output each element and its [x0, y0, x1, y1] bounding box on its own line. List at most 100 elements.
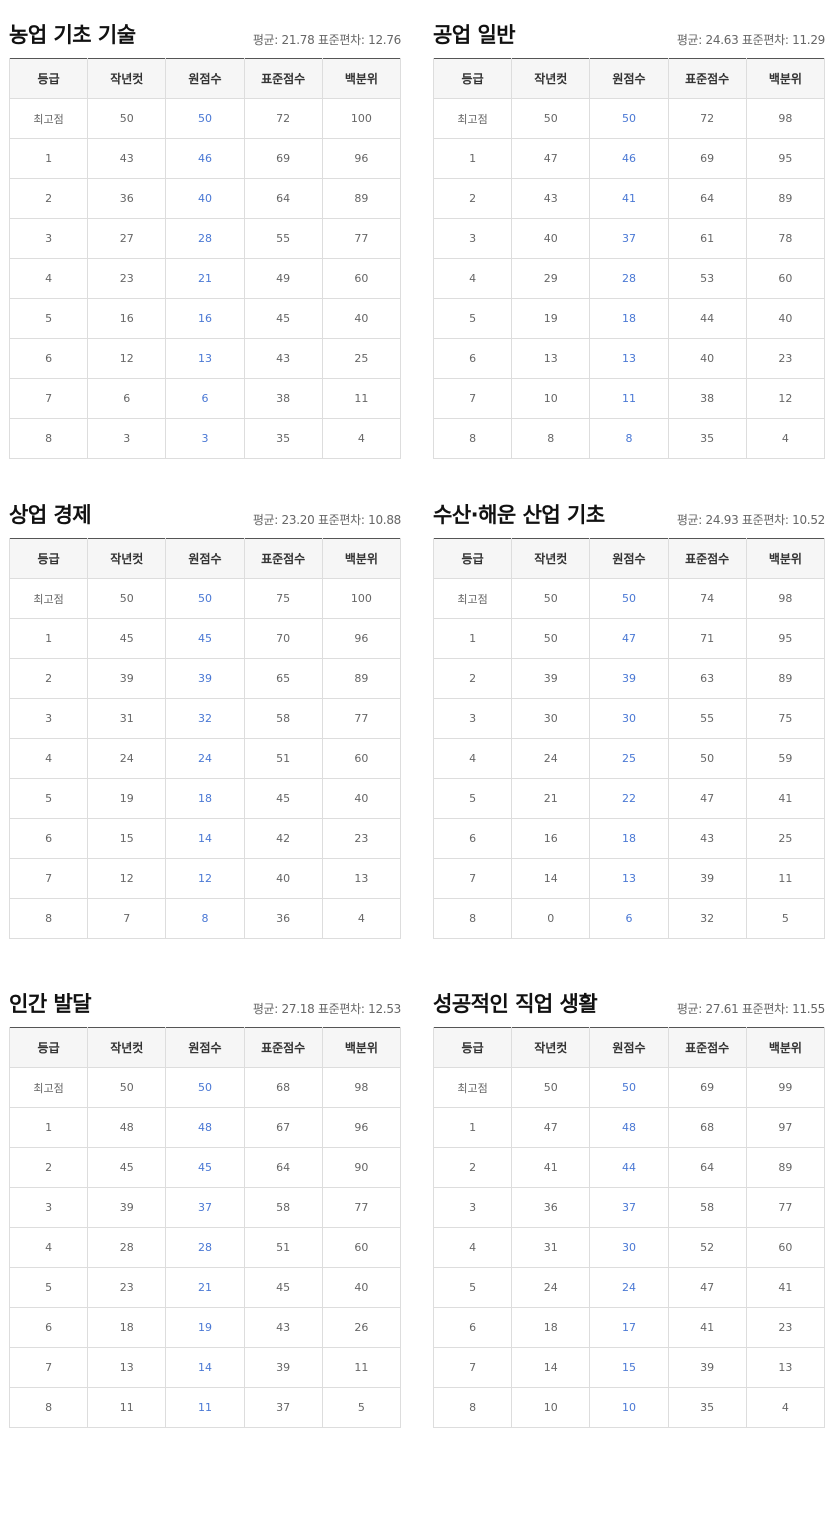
table-cell: 40 [165, 178, 245, 219]
panel-header: 인간 발달 평균: 27.18 표준편차: 12.53 [9, 969, 401, 1027]
table-cell: 8 [589, 418, 669, 459]
table-cell: 13 [745, 1347, 826, 1388]
table-row: 8 10 10 35 4 [432, 1387, 826, 1428]
table-cell: 77 [321, 218, 402, 259]
table-cell: 8 [432, 1387, 513, 1428]
table-cell: 69 [243, 138, 323, 179]
table-row: 8 11 11 37 5 [8, 1387, 402, 1428]
table-cell: 14 [511, 858, 591, 899]
table-cell: 97 [745, 1107, 826, 1148]
table-row: 5 19 18 45 40 [8, 778, 402, 819]
table-cell: 48 [589, 1107, 669, 1148]
column-header: 백분위 [745, 58, 826, 99]
table-cell: 41 [745, 1267, 826, 1308]
table-cell: 89 [321, 178, 402, 219]
table-row: 5 21 22 47 41 [432, 778, 826, 819]
table-row: 5 19 18 44 40 [432, 298, 826, 339]
table-cell: 50 [165, 98, 245, 139]
table-cell: 2 [432, 178, 513, 219]
column-header: 표준점수 [667, 1027, 747, 1068]
table-cell: 60 [321, 738, 402, 779]
table-row: 최고점 50 50 75 100 [8, 578, 402, 619]
table-cell: 23 [87, 1267, 167, 1308]
table-cell: 17 [589, 1307, 669, 1348]
table-cell: 43 [243, 338, 323, 379]
table-cell: 4 [745, 1387, 826, 1428]
table-cell: 65 [243, 658, 323, 699]
table-cell: 47 [667, 1267, 747, 1308]
table-cell: 7 [432, 858, 513, 899]
subject-panel: 수산·해운 산업 기초 평균: 24.93 표준편차: 10.52 등급 작년컷 원점수… [432, 480, 826, 939]
table-cell: 최고점 [432, 98, 513, 139]
subject-title: 공업 일반 [433, 23, 516, 47]
table-row: 5 16 16 45 40 [8, 298, 402, 339]
table-cell: 42 [243, 818, 323, 859]
table-cell: 36 [87, 178, 167, 219]
table-row: 7 14 15 39 13 [432, 1347, 826, 1388]
table-cell: 최고점 [432, 578, 513, 619]
table-cell: 96 [321, 138, 402, 179]
table-cell: 100 [321, 98, 402, 139]
table-cell: 39 [667, 1347, 747, 1388]
table-cell: 63 [667, 658, 747, 699]
table-cell: 77 [321, 1187, 402, 1228]
table-row: 1 43 46 69 96 [8, 138, 402, 179]
table-cell: 67 [243, 1107, 323, 1148]
table-cell: 1 [8, 1107, 89, 1148]
table-row: 2 39 39 65 89 [8, 658, 402, 699]
table-cell: 58 [243, 698, 323, 739]
table-cell: 6 [432, 818, 513, 859]
table-cell: 23 [745, 338, 826, 379]
table-cell: 40 [321, 778, 402, 819]
table-row: 4 23 21 49 60 [8, 258, 402, 299]
table-cell: 89 [321, 658, 402, 699]
table-row: 최고점 50 50 74 98 [432, 578, 826, 619]
table-row: 6 12 13 43 25 [8, 338, 402, 379]
table-cell: 39 [165, 658, 245, 699]
table-cell: 50 [87, 1067, 167, 1108]
table-cell: 3 [165, 418, 245, 459]
column-header: 원점수 [589, 538, 669, 579]
column-header: 작년컷 [87, 1027, 167, 1068]
table-cell: 8 [432, 418, 513, 459]
table-cell: 28 [87, 1227, 167, 1268]
table-cell: 58 [667, 1187, 747, 1228]
table-cell: 최고점 [8, 1067, 89, 1108]
table-cell: 4 [432, 258, 513, 299]
table-cell: 45 [243, 778, 323, 819]
table-cell: 18 [589, 818, 669, 859]
table-cell: 13 [165, 338, 245, 379]
table-cell: 3 [432, 218, 513, 259]
table-row: 8 0 6 32 5 [432, 898, 826, 939]
table-cell: 5 [745, 898, 826, 939]
table-cell: 37 [589, 1187, 669, 1228]
table-cell: 36 [243, 898, 323, 939]
table-cell: 50 [511, 1067, 591, 1108]
table-cell: 22 [589, 778, 669, 819]
table-cell: 45 [165, 1147, 245, 1188]
table-row: 1 48 48 67 96 [8, 1107, 402, 1148]
table-cell: 8 [511, 418, 591, 459]
table-cell: 39 [243, 1347, 323, 1388]
table-row: 최고점 50 50 72 100 [8, 98, 402, 139]
table-cell: 10 [511, 378, 591, 419]
table-cell: 74 [667, 578, 747, 619]
table-row: 6 18 17 41 23 [432, 1307, 826, 1348]
table-cell: 35 [667, 1387, 747, 1428]
table-cell: 60 [321, 258, 402, 299]
table-cell: 21 [165, 1267, 245, 1308]
table-cell: 12 [745, 378, 826, 419]
table-cell: 4 [321, 418, 402, 459]
table-cell: 71 [667, 618, 747, 659]
table-cell: 24 [511, 738, 591, 779]
table-cell: 3 [8, 698, 89, 739]
table-cell: 4 [8, 738, 89, 779]
table-cell: 100 [321, 578, 402, 619]
table-cell: 70 [243, 618, 323, 659]
table-cell: 43 [511, 178, 591, 219]
table-cell: 28 [165, 218, 245, 259]
table-cell: 24 [511, 1267, 591, 1308]
subject-stats: 평균: 21.78 표준편차: 12.76 [252, 33, 401, 47]
table-row: 5 23 21 45 40 [8, 1267, 402, 1308]
table-header-row: 등급 작년컷 원점수 표준점수 백분위 [8, 538, 402, 579]
